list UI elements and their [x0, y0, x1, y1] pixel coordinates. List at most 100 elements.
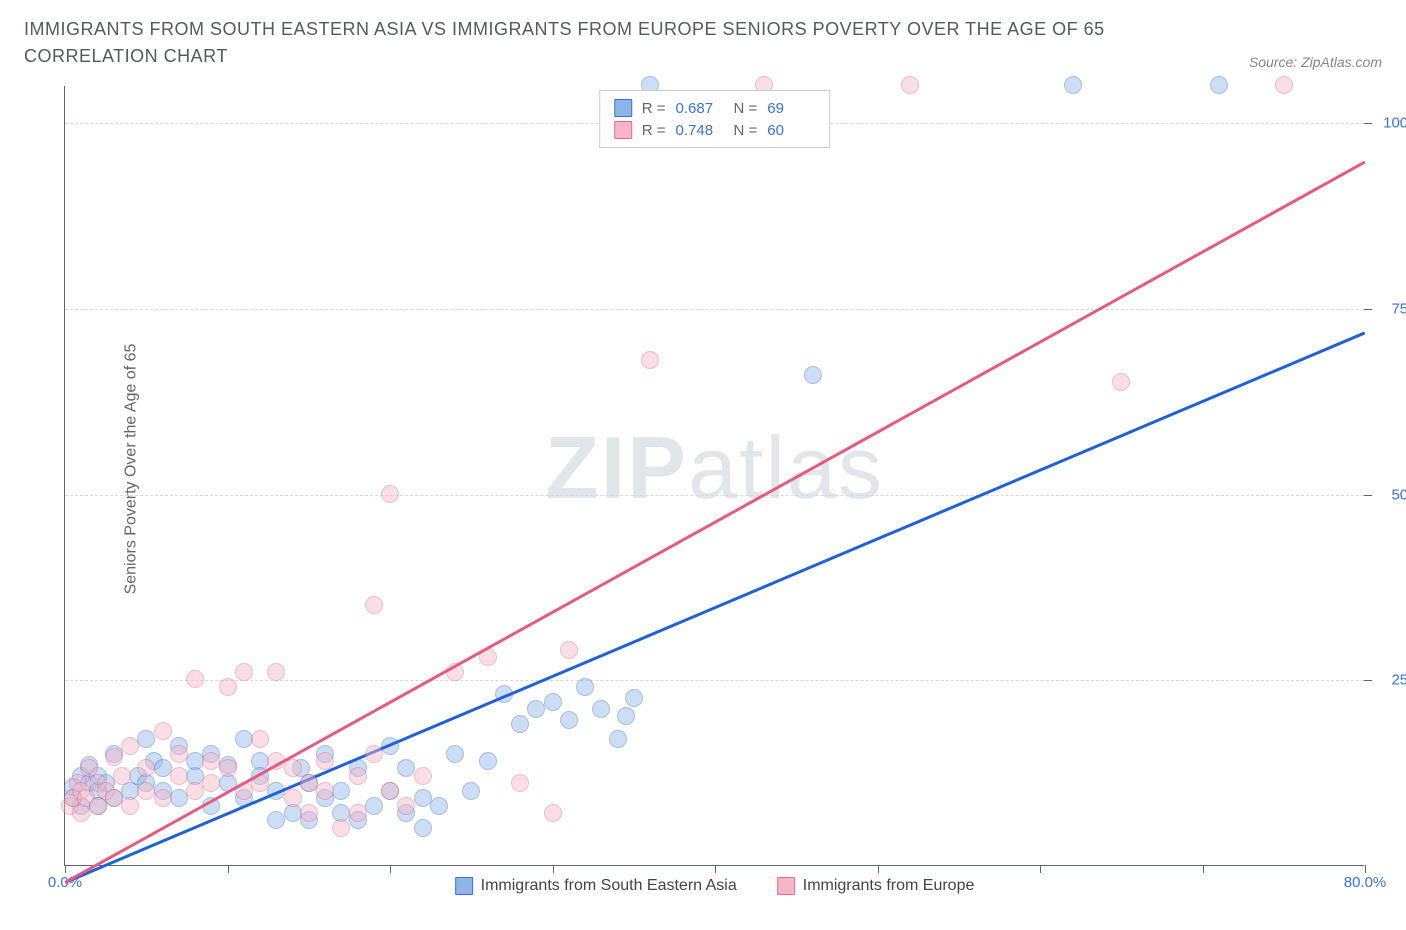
y-tick-label: 50.0% — [1391, 486, 1406, 503]
data-point — [446, 745, 464, 763]
legend-item: Immigrants from Europe — [777, 877, 975, 895]
y-tick — [1364, 495, 1372, 496]
x-tick — [715, 865, 716, 873]
x-tick — [1040, 865, 1041, 873]
data-point — [527, 700, 545, 718]
stat-label-r: R = — [642, 100, 666, 117]
data-point — [202, 774, 220, 792]
data-point — [137, 730, 155, 748]
data-point — [349, 804, 367, 822]
data-point — [609, 730, 627, 748]
data-point — [113, 767, 131, 785]
data-point — [511, 715, 529, 733]
gridline — [65, 680, 1364, 681]
data-point — [267, 811, 285, 829]
x-tick — [1365, 865, 1366, 873]
data-point — [560, 711, 578, 729]
chart-container: Seniors Poverty Over the Age of 65 ZIPat… — [16, 80, 1390, 910]
y-tick — [1364, 680, 1372, 681]
stat-value-r: 0.748 — [676, 122, 724, 139]
stat-value-n: 69 — [767, 100, 815, 117]
x-tick-label: 80.0% — [1344, 874, 1387, 891]
data-point — [251, 730, 269, 748]
data-point — [592, 700, 610, 718]
data-point — [137, 759, 155, 777]
data-point — [332, 819, 350, 837]
stats-row: R = 0.748 N = 60 — [614, 119, 816, 141]
data-point — [381, 485, 399, 503]
x-tick — [878, 865, 879, 873]
stats-row: R = 0.687 N = 69 — [614, 97, 816, 119]
gridline — [65, 495, 1364, 496]
data-point — [511, 774, 529, 792]
x-tick — [1203, 865, 1204, 873]
data-point — [544, 693, 562, 711]
data-point — [365, 596, 383, 614]
stats-legend-box: R = 0.687 N = 69 R = 0.748 N = 60 — [599, 90, 831, 148]
y-tick-label: 25.0% — [1391, 672, 1406, 689]
x-axis-legend: Immigrants from South Eastern Asia Immigr… — [455, 877, 975, 895]
y-tick-label: 75.0% — [1391, 300, 1406, 317]
data-point — [430, 797, 448, 815]
x-tick — [228, 865, 229, 873]
plot-area: ZIPatlas R =0.687N =69R =0.748N =60 Immi… — [64, 86, 1364, 866]
data-point — [154, 722, 172, 740]
data-point — [349, 767, 367, 785]
data-point — [235, 663, 253, 681]
legend-swatch — [777, 877, 795, 895]
data-point — [267, 663, 285, 681]
data-point — [804, 366, 822, 384]
stat-label-n: N = — [734, 122, 758, 139]
data-point — [154, 789, 172, 807]
data-point — [1112, 373, 1130, 391]
data-point — [316, 752, 334, 770]
data-point — [365, 797, 383, 815]
stat-label-r: R = — [642, 122, 666, 139]
data-point — [1275, 76, 1293, 94]
data-point — [414, 819, 432, 837]
data-point — [170, 745, 188, 763]
data-point — [284, 759, 302, 777]
data-point — [186, 782, 204, 800]
data-point — [332, 782, 350, 800]
legend-swatch — [614, 99, 632, 117]
data-point — [365, 745, 383, 763]
x-tick — [65, 865, 66, 873]
data-point — [901, 76, 919, 94]
chart-title: IMMIGRANTS FROM SOUTH EASTERN ASIA VS IM… — [24, 16, 1124, 70]
y-tick — [1364, 123, 1372, 124]
gridline — [65, 309, 1364, 310]
data-point — [121, 737, 139, 755]
y-tick-label: 100.0% — [1383, 115, 1406, 132]
data-point — [105, 748, 123, 766]
data-point — [560, 641, 578, 659]
data-point — [170, 789, 188, 807]
data-point — [381, 782, 399, 800]
data-point — [617, 707, 635, 725]
stat-value-r: 0.687 — [676, 100, 724, 117]
legend-swatch — [455, 877, 473, 895]
data-point — [1210, 76, 1228, 94]
stat-label-n: N = — [734, 100, 758, 117]
source-attribution: Source: ZipAtlas.com — [1249, 54, 1382, 70]
trend-line — [64, 160, 1365, 883]
data-point — [625, 689, 643, 707]
data-point — [1064, 76, 1082, 94]
data-point — [186, 670, 204, 688]
data-point — [219, 678, 237, 696]
data-point — [397, 797, 415, 815]
legend-item: Immigrants from South Eastern Asia — [455, 877, 737, 895]
x-tick — [390, 865, 391, 873]
legend-swatch — [614, 121, 632, 139]
data-point — [641, 351, 659, 369]
legend-label: Immigrants from South Eastern Asia — [481, 877, 737, 895]
data-point — [576, 678, 594, 696]
data-point — [170, 767, 188, 785]
stat-value-n: 60 — [767, 122, 815, 139]
watermark: ZIPatlas — [545, 416, 884, 518]
data-point — [544, 804, 562, 822]
data-point — [300, 804, 318, 822]
trend-line — [65, 331, 1366, 883]
data-point — [219, 759, 237, 777]
x-tick — [553, 865, 554, 873]
